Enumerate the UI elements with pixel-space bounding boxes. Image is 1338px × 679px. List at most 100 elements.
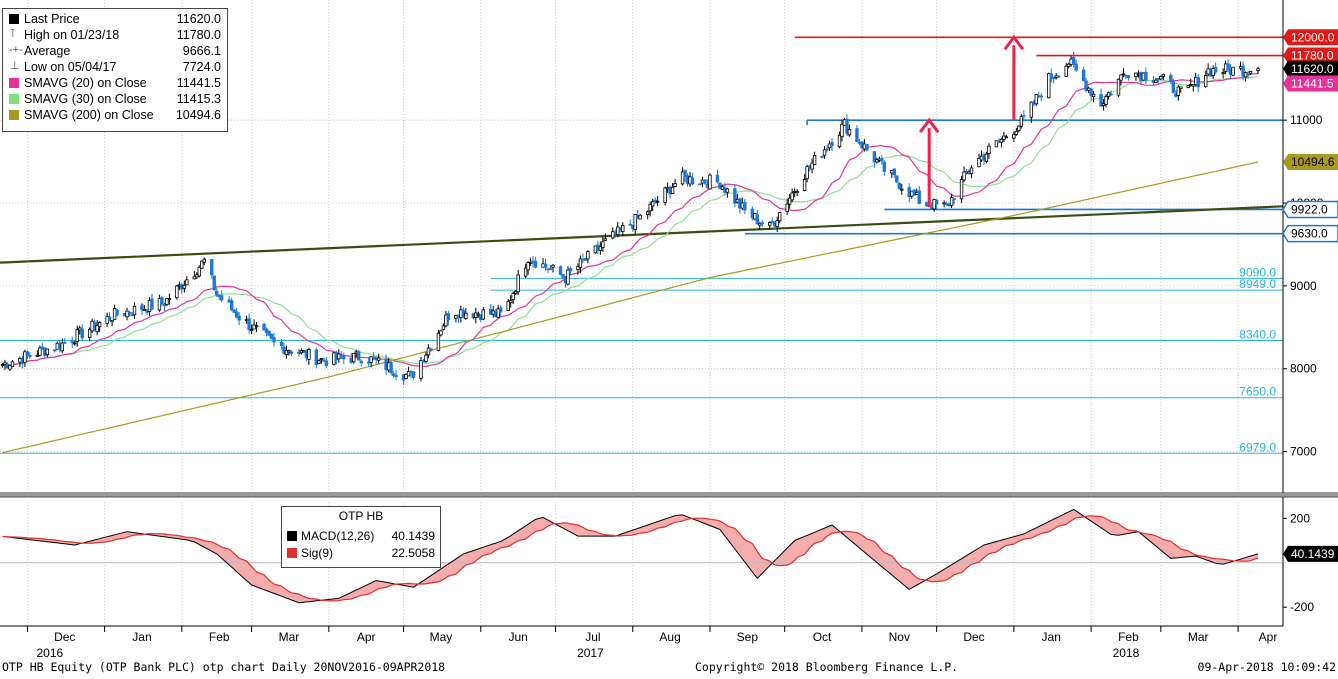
candle-body [680, 171, 685, 185]
macd-legend-value: 40.1439 [391, 529, 435, 543]
legend-row: SMAVG (30) on Close 11415.3 [9, 91, 221, 107]
candle-body [1109, 93, 1113, 96]
panel-separator [0, 492, 1338, 497]
x-tick-label: Jan [1042, 630, 1061, 644]
sma200-line [2, 161, 1259, 454]
macd-legend-row: MACD(12,26) 40.1439 [287, 528, 435, 544]
candle-body [847, 129, 852, 136]
value-tag-label: 10494.6 [1291, 155, 1335, 169]
candle-body [543, 263, 548, 268]
candle-body [441, 325, 446, 330]
x-tick-label: Jul [585, 630, 600, 644]
legend-value: 9666.1 [182, 44, 221, 58]
candle-body [795, 191, 799, 193]
candle-body [566, 269, 570, 285]
macd-panel [0, 508, 1283, 604]
low-marker-icon: ⊥ [10, 60, 20, 72]
candle-body [969, 167, 974, 175]
value-tag-label: 12000.0 [1291, 30, 1335, 44]
candle-body [959, 179, 964, 200]
candle-body [73, 342, 77, 345]
candle-body [167, 298, 172, 300]
candle-body [38, 347, 42, 356]
candle-body [406, 371, 411, 377]
candle-body [516, 274, 520, 293]
level-label: 8949.0 [1239, 277, 1276, 291]
value-tag-label: 11441.5 [1291, 77, 1334, 91]
candle-body [725, 188, 730, 193]
candle-body [1226, 63, 1230, 69]
candle-body [75, 329, 79, 342]
candle-body [548, 268, 553, 271]
candle-body [586, 251, 590, 260]
candle-body [984, 153, 989, 162]
candle-body [1029, 101, 1034, 118]
candle-body [357, 351, 361, 361]
value-tag-label: 11620.0 [1291, 62, 1334, 76]
candle-body [1019, 116, 1024, 127]
candle-body [663, 187, 667, 203]
candle-body [703, 179, 707, 184]
macd-swatch [287, 531, 297, 541]
x-tick-label: Dec [963, 630, 984, 644]
candle-body [1099, 94, 1103, 107]
candle-body [526, 262, 530, 271]
candle-body [1022, 115, 1026, 118]
candle-body [770, 220, 774, 224]
candle-body [994, 140, 999, 148]
candle-body [185, 279, 189, 286]
level-label: 9090.0 [1239, 265, 1276, 279]
legend-value: 11620.0 [176, 12, 221, 26]
legend-row: -+- Average 9666.1 [9, 43, 221, 59]
candle-body [952, 198, 956, 200]
candle-body [1116, 78, 1121, 96]
candle-body [576, 266, 580, 271]
candle-body [1084, 80, 1088, 91]
value-tag [1283, 154, 1338, 171]
candle-body [1159, 76, 1163, 80]
candle-body [977, 158, 981, 168]
candle-body [551, 264, 555, 268]
candle-body [197, 266, 201, 277]
candlesticks [0, 51, 1260, 385]
candle-body [404, 373, 408, 379]
candle-body [1074, 63, 1078, 71]
candle-body [1256, 68, 1260, 71]
candle-body [232, 309, 236, 313]
candle-body [247, 318, 251, 331]
x-tick-label: Mar [1188, 630, 1209, 644]
legend-label: SMAVG (20) on Close [24, 76, 147, 90]
x-tick-label: Apr [1259, 630, 1278, 644]
candle-body [872, 151, 877, 163]
candle-body [1119, 74, 1123, 81]
candle-body [1034, 94, 1038, 105]
candle-body [670, 186, 675, 194]
x-tick-label: Feb [209, 630, 230, 644]
candle-body [1241, 65, 1245, 77]
candle-body [267, 330, 271, 336]
candle-body [601, 241, 605, 248]
macd-legend: OTP HB MACD(12,26) 40.1439 Sig(9) 22.505… [281, 506, 441, 568]
candle-body [508, 300, 513, 304]
candle-body [234, 311, 239, 318]
value-tag-label: 9922.0 [1291, 202, 1328, 216]
candle-body [419, 360, 423, 379]
candle-body [820, 155, 824, 158]
macd-y-tick-label: -200 [1290, 600, 1314, 614]
candle-body [561, 274, 565, 278]
legend-label: Average [24, 44, 71, 58]
candle-body [645, 211, 650, 216]
candle-body [28, 355, 32, 357]
candle-body [314, 349, 319, 365]
value-tag-label: 40.1439 [1291, 547, 1335, 561]
candle-body [70, 340, 74, 344]
candle-body [210, 259, 214, 276]
candle-body [162, 303, 167, 307]
candle-body [1012, 133, 1016, 139]
candle-body [790, 192, 794, 201]
candle-body [1169, 74, 1173, 82]
candle-body [528, 261, 533, 264]
candle-body [1203, 75, 1208, 88]
candle-body [182, 284, 187, 289]
candle-body [513, 291, 518, 295]
